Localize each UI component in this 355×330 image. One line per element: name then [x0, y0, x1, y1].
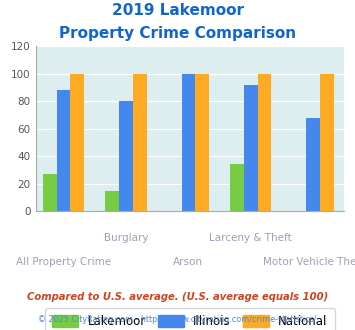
Bar — [57, 90, 70, 211]
Text: Larceny & Theft: Larceny & Theft — [209, 233, 292, 243]
Text: Arson: Arson — [173, 257, 203, 267]
Text: © 2025 CityRating.com - https://www.cityrating.com/crime-statistics/: © 2025 CityRating.com - https://www.city… — [38, 315, 317, 324]
Bar — [258, 74, 271, 211]
Bar — [306, 118, 320, 211]
Bar — [43, 174, 57, 211]
Bar — [195, 74, 209, 211]
Bar — [105, 190, 119, 211]
Text: 2019 Lakemoor: 2019 Lakemoor — [111, 3, 244, 18]
Text: Motor Vehicle Theft: Motor Vehicle Theft — [263, 257, 355, 267]
Bar — [133, 74, 147, 211]
Bar — [244, 85, 258, 211]
Text: Property Crime Comparison: Property Crime Comparison — [59, 26, 296, 41]
Text: Burglary: Burglary — [104, 233, 148, 243]
Bar — [230, 164, 244, 211]
Text: Compared to U.S. average. (U.S. average equals 100): Compared to U.S. average. (U.S. average … — [27, 292, 328, 302]
Bar — [119, 101, 133, 211]
Bar — [320, 74, 334, 211]
Bar — [181, 74, 195, 211]
Legend: Lakemoor, Illinois, National: Lakemoor, Illinois, National — [45, 308, 334, 330]
Text: All Property Crime: All Property Crime — [16, 257, 111, 267]
Bar — [70, 74, 84, 211]
